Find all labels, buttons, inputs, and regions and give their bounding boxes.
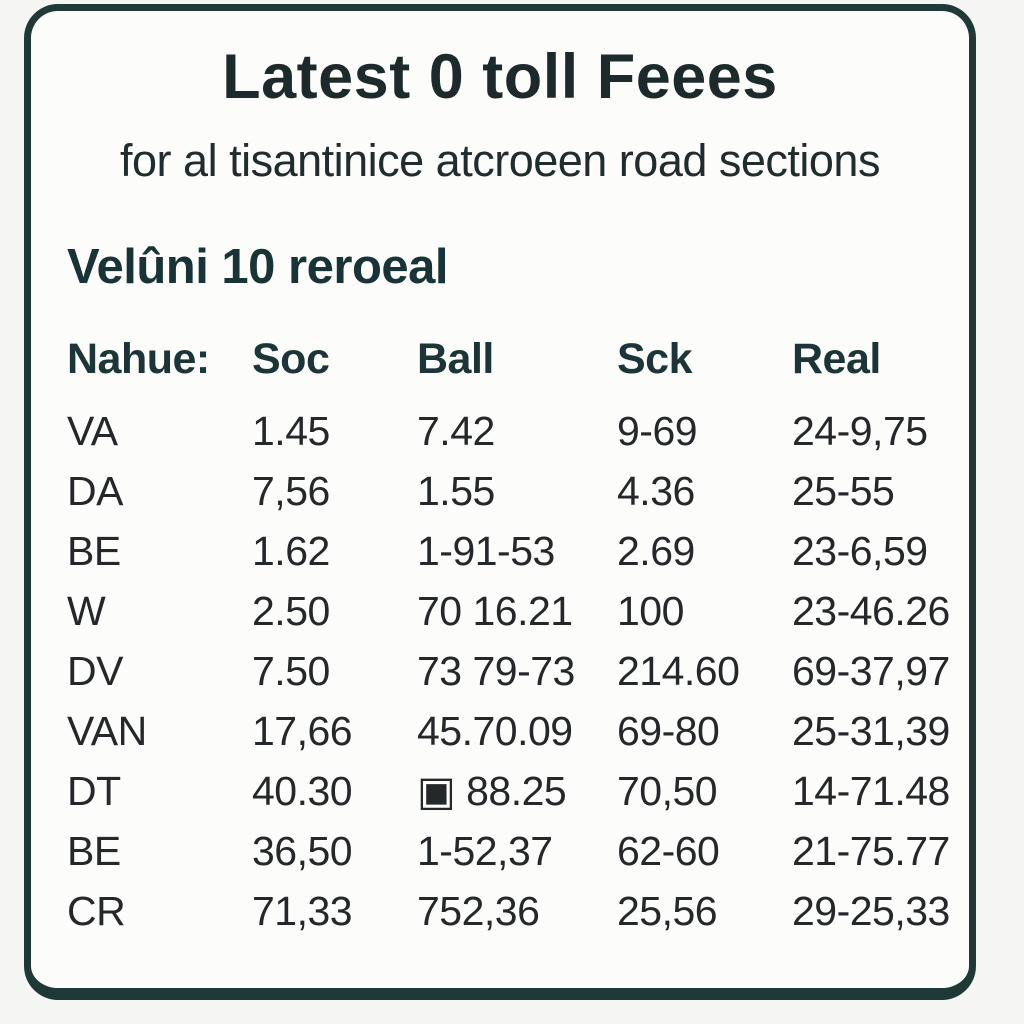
row-label: DT	[67, 767, 121, 814]
table-row: DT 40.30 ▣ 88.25 70,50 14-71.48	[67, 761, 950, 821]
cell: 29-25,33	[792, 887, 950, 934]
table-row: BE 1.62 1-91-53 2.69 23-6,59	[67, 521, 947, 581]
row-label: W	[67, 587, 106, 634]
row-label: BE	[67, 527, 121, 574]
cell: 7.42	[417, 407, 495, 454]
cell: 21-75.77	[792, 827, 950, 874]
cell: 9-69	[617, 407, 698, 454]
cell: 71,33	[252, 887, 353, 934]
section-heading: Velûni 10 reroeal	[67, 240, 449, 294]
cell: 45.70.09	[417, 707, 573, 754]
table-row: VAN 17,66 45.70.09 69-80 25-31,39	[67, 701, 950, 761]
table-row: CR 71,33 752,36 25,56 29-25,33	[67, 881, 950, 941]
cell: 17,66	[252, 707, 353, 754]
cell: 25-31,39	[792, 707, 950, 754]
cell: 2.50	[252, 587, 330, 634]
cell: 100	[617, 587, 684, 634]
row-label: DV	[67, 647, 123, 694]
cell: 1-52,37	[417, 827, 553, 874]
cell: 69-37,97	[792, 647, 950, 694]
column-header-real: Real	[792, 334, 881, 383]
row-label: BE	[67, 827, 121, 874]
cell: 23-6,59	[792, 527, 928, 574]
cell: 4.36	[617, 467, 695, 514]
cell: 25,56	[617, 887, 718, 934]
cell: 36,50	[252, 827, 353, 874]
column-header-sck: Sck	[617, 334, 693, 383]
fees-table: Nahue: Soc Ball Sck Real VA 1.45 7.42 9-69 2…	[67, 327, 950, 941]
cell: 1-91-53	[417, 527, 555, 574]
page-title: Latest 0 toll Feees	[222, 42, 778, 112]
cell: 62-60	[617, 827, 720, 874]
table-header-row: Nahue: Soc Ball Sck Real	[67, 327, 947, 391]
cell: 25-55	[792, 467, 895, 514]
table-row: W 2.50 70 16.21 100 23-46.26	[67, 581, 950, 641]
cell: ▣ 88.25	[417, 768, 567, 814]
table-row: BE 36,50 1-52,37 62-60 21-75.77	[67, 821, 950, 881]
cell: 1.55	[417, 467, 495, 514]
table-row: DV 7.50 73 79-73 214.60 69-37,97	[67, 641, 950, 701]
table-row: DA 7,56 1.55 4.36 25-55	[67, 461, 947, 521]
cell: 70 16.21	[417, 587, 573, 634]
row-label: DA	[67, 467, 123, 514]
cell: 752,36	[417, 887, 540, 934]
cell: 70,50	[617, 767, 718, 814]
row-label: VA	[67, 407, 118, 454]
cell: 7,56	[252, 467, 330, 514]
cell: 40.30	[252, 767, 353, 814]
cell: 214.60	[617, 647, 740, 694]
cell: 2.69	[617, 527, 695, 574]
cell: 69-80	[617, 707, 720, 754]
cell: 14-71.48	[792, 767, 950, 814]
cell: 73 79-73	[417, 647, 575, 694]
cell: 1.45	[252, 407, 330, 454]
column-header-ball: Ball	[417, 334, 494, 383]
cell: 1.62	[252, 527, 330, 574]
cell: 7.50	[252, 647, 330, 694]
column-header-soc: Soc	[252, 334, 330, 383]
table-row: VA 1.45 7.42 9-69 24-9,75	[67, 401, 947, 461]
table-body: VA 1.45 7.42 9-69 24-9,75 DA 7,56 1.55 4.36 25-55…	[67, 401, 950, 941]
column-header-name: Nahue:	[67, 334, 210, 383]
row-label: CR	[67, 887, 126, 934]
cell: 23-46.26	[792, 587, 950, 634]
toll-fees-card: Latest 0 toll Feees for al tisantinice a…	[24, 4, 976, 1000]
cell: 24-9,75	[792, 407, 928, 454]
row-label: VAN	[67, 707, 147, 754]
page-subtitle: for al tisantinice atcroeen road section…	[120, 135, 880, 186]
